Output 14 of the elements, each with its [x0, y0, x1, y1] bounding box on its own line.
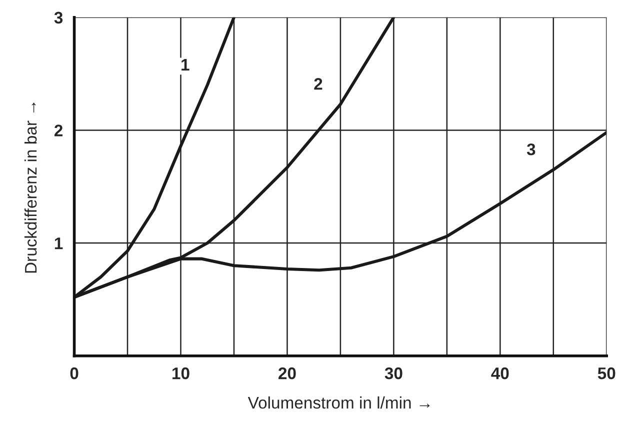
y-axis-title: Druckdifferenz in bar →: [24, 102, 37, 273]
y-tick-label: 1: [54, 238, 63, 250]
x-tick-label: 20: [278, 367, 296, 380]
x-tick-label: 40: [491, 367, 509, 380]
x-tick-label: 10: [172, 367, 190, 380]
series-label: 2: [314, 78, 322, 90]
y-tick-label: 2: [54, 124, 62, 136]
series-label: 3: [526, 143, 536, 156]
series-label: 1: [182, 59, 190, 70]
x-axis-title: Volumenstrom in l/min →: [248, 396, 430, 409]
x-tick-label: 30: [384, 367, 402, 380]
y-tick-label: 3: [54, 12, 63, 24]
x-tick-label: 0: [70, 367, 78, 380]
x-tick-label: 50: [598, 367, 616, 380]
